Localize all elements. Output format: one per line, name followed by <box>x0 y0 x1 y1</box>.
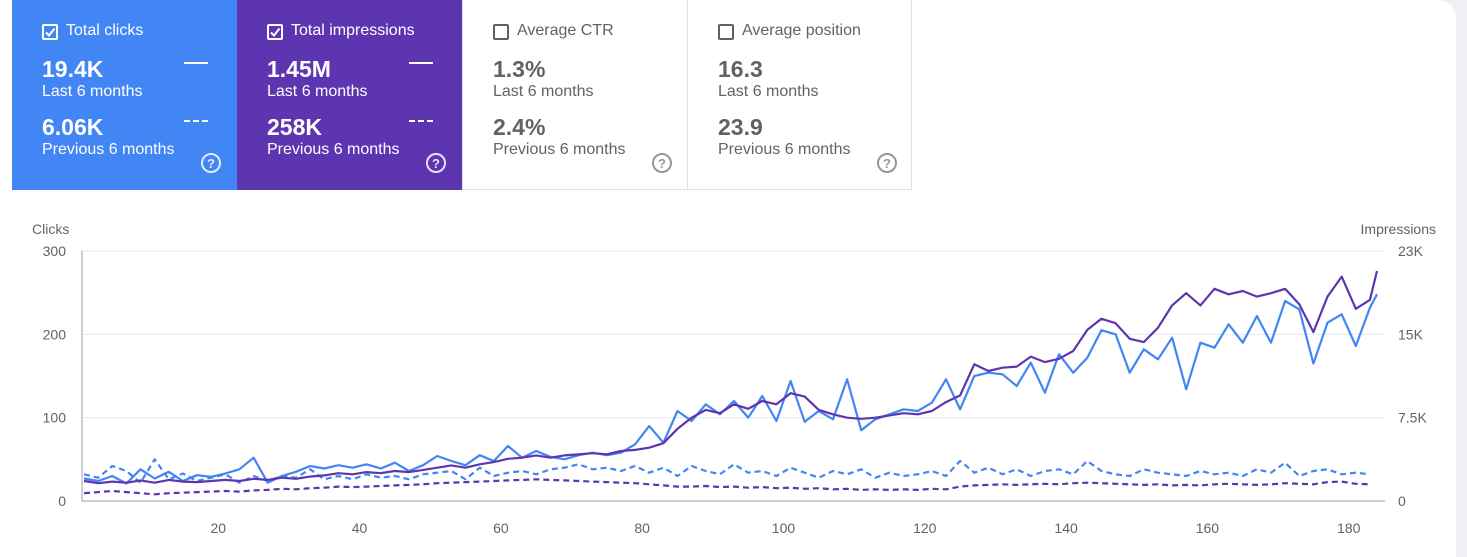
metric-label: Total clicks <box>66 22 144 39</box>
x-tick-label: 160 <box>1196 520 1220 536</box>
metric-card-average-ctr[interactable]: Average CTR 1.3% Last 6 months 2.4% Prev… <box>462 0 687 190</box>
current-value: 1.45M <box>267 56 331 82</box>
previous-value: 2.4% <box>493 114 546 140</box>
help-icon[interactable]: ? <box>201 153 221 173</box>
previous-value: 6.06K <box>42 114 104 140</box>
y-tick-label-right: 7.5K <box>1398 410 1427 426</box>
y-tick-label-right: 15K <box>1398 326 1424 342</box>
previous-period-label: Previous 6 months <box>42 141 175 158</box>
help-icon[interactable]: ? <box>426 153 446 173</box>
metric-card-total-clicks[interactable]: Total clicks 19.4K Last 6 months 6.06K P… <box>12 0 237 190</box>
y-axis-label-right: Impressions <box>1361 221 1436 237</box>
y-tick-label-right: 23K <box>1398 243 1424 259</box>
current-period-label: Last 6 months <box>42 83 143 100</box>
help-icon[interactable]: ? <box>652 153 672 173</box>
x-tick-label: 140 <box>1054 520 1078 536</box>
current-value: 19.4K <box>42 56 104 82</box>
metric-label: Average position <box>742 22 861 39</box>
y-tick-label-right: 0 <box>1398 493 1406 509</box>
series-line-3 <box>83 478 1370 496</box>
previous-value: 23.9 <box>718 114 763 140</box>
x-tick-label: 120 <box>913 520 937 536</box>
y-tick-label-left: 300 <box>43 243 67 259</box>
y-axis-label-left: Clicks <box>32 221 69 237</box>
help-icon[interactable]: ? <box>877 153 897 173</box>
previous-period-label: Previous 6 months <box>718 141 851 158</box>
y-tick-label-left: 200 <box>43 326 67 342</box>
current-value: 16.3 <box>718 56 763 82</box>
previous-value: 258K <box>267 114 322 140</box>
current-value: 1.3% <box>493 56 546 82</box>
checkbox-unchecked-icon[interactable] <box>493 24 509 40</box>
x-tick-label: 80 <box>634 520 650 536</box>
y-tick-label-left: 100 <box>43 410 67 426</box>
series-line-1 <box>83 458 1371 484</box>
x-tick-label: 40 <box>352 520 368 536</box>
previous-period-label: Previous 6 months <box>267 141 400 158</box>
current-period-label: Last 6 months <box>267 83 368 100</box>
solid-line-legend-icon <box>409 62 433 64</box>
x-tick-label: 100 <box>772 520 796 536</box>
checkbox-unchecked-icon[interactable] <box>718 24 734 40</box>
metric-label: Total impressions <box>291 22 415 39</box>
x-tick-label: 20 <box>210 520 226 536</box>
y-tick-label-left: 0 <box>58 493 66 509</box>
metric-card-average-position[interactable]: Average position 16.3 Last 6 months 23.9… <box>687 0 912 190</box>
solid-line-legend-icon <box>184 62 208 64</box>
series-line-0 <box>83 293 1378 485</box>
x-tick-label: 180 <box>1337 520 1361 536</box>
checkbox-checked-icon[interactable] <box>42 24 58 40</box>
performance-chart[interactable]: 300 23K 200 15K 100 7.5K 0 0 20 40 60 80 100 120 140 16… <box>0 200 1456 557</box>
metric-label: Average CTR <box>517 22 614 39</box>
current-period-label: Last 6 months <box>718 83 819 100</box>
dashed-line-legend-icon <box>409 120 433 122</box>
current-period-label: Last 6 months <box>493 83 594 100</box>
metric-card-total-impressions[interactable]: Total impressions 1.45M Last 6 months 25… <box>237 0 462 190</box>
series-line-2 <box>83 270 1379 485</box>
checkbox-checked-icon[interactable] <box>267 24 283 40</box>
previous-period-label: Previous 6 months <box>493 141 626 158</box>
x-tick-label: 60 <box>493 520 509 536</box>
dashed-line-legend-icon <box>184 120 208 122</box>
